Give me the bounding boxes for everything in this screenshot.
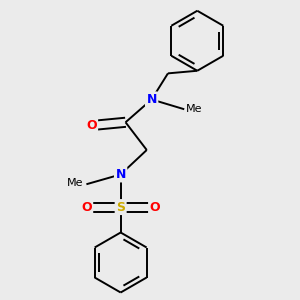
Text: O: O (86, 119, 97, 132)
Text: Me: Me (67, 178, 83, 188)
Text: Me: Me (186, 104, 202, 114)
Text: O: O (81, 201, 92, 214)
Text: N: N (116, 168, 126, 181)
Text: S: S (116, 201, 125, 214)
Text: N: N (146, 93, 157, 106)
Text: O: O (150, 201, 160, 214)
